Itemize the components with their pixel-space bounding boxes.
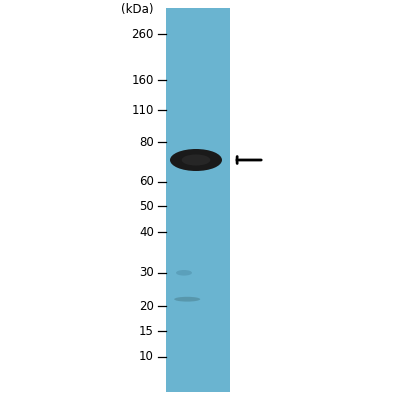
Bar bbox=[166, 8, 230, 392]
Text: 110: 110 bbox=[132, 104, 154, 116]
Text: 50: 50 bbox=[139, 200, 154, 212]
Text: 20: 20 bbox=[139, 300, 154, 312]
Text: 60: 60 bbox=[139, 176, 154, 188]
Text: 15: 15 bbox=[139, 325, 154, 338]
Ellipse shape bbox=[176, 270, 192, 276]
Text: 10: 10 bbox=[139, 350, 154, 363]
Text: 80: 80 bbox=[139, 136, 154, 148]
Text: 260: 260 bbox=[132, 28, 154, 40]
Ellipse shape bbox=[174, 297, 200, 302]
Ellipse shape bbox=[182, 154, 210, 166]
Ellipse shape bbox=[170, 149, 222, 171]
Text: 30: 30 bbox=[139, 266, 154, 279]
Text: 160: 160 bbox=[132, 74, 154, 86]
Text: (kDa): (kDa) bbox=[122, 4, 154, 16]
Text: 40: 40 bbox=[139, 226, 154, 238]
